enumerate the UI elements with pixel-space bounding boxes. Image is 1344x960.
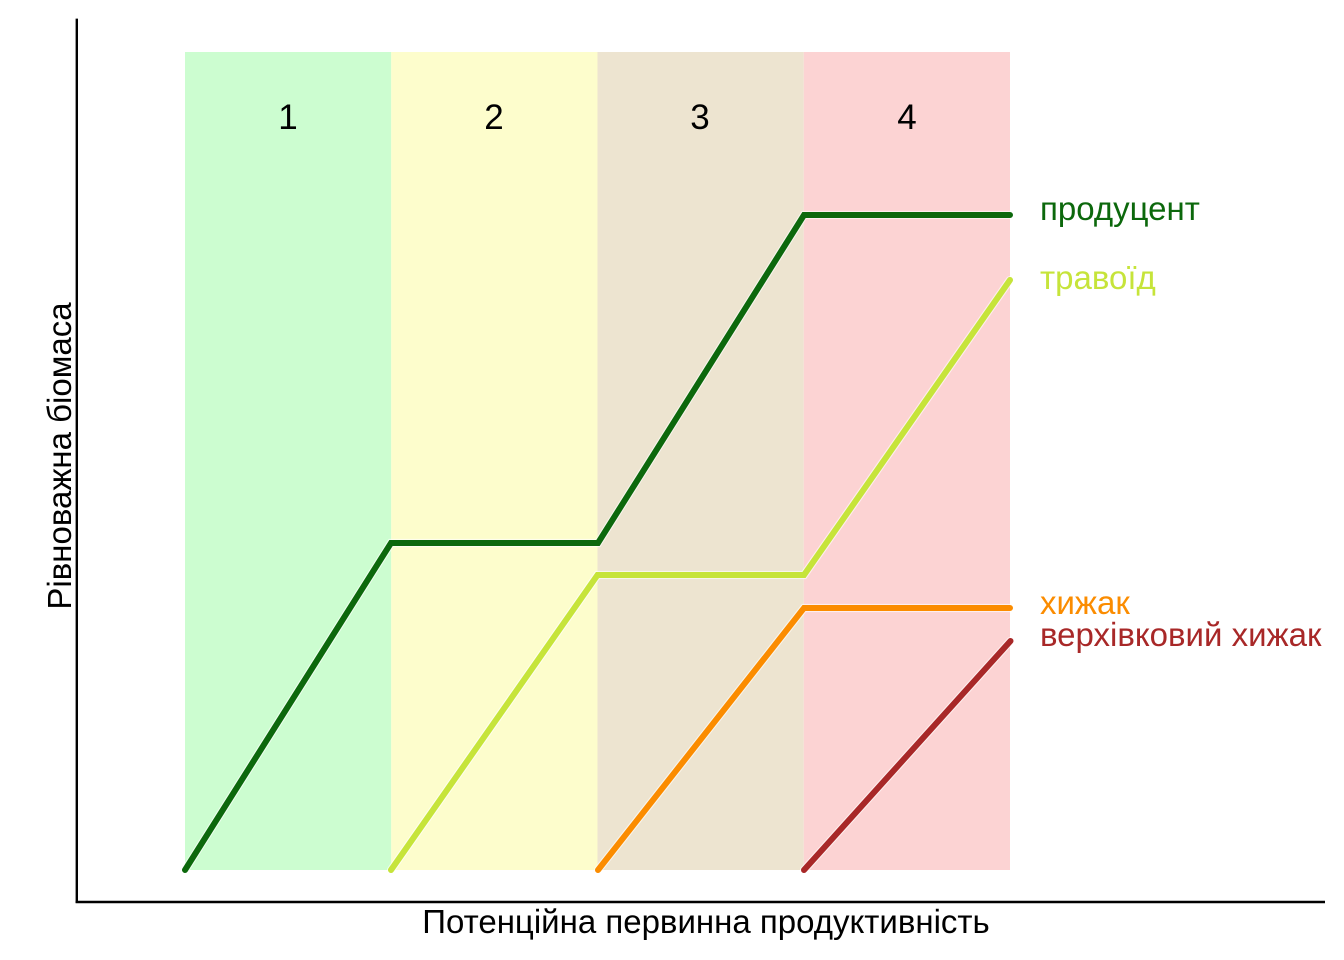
svg-text:травоїд: травоїд bbox=[1040, 259, 1156, 296]
svg-text:2: 2 bbox=[484, 98, 503, 137]
svg-text:1: 1 bbox=[278, 98, 297, 137]
svg-text:3: 3 bbox=[690, 98, 709, 137]
svg-text:хижак: хижак bbox=[1040, 584, 1130, 621]
svg-text:4: 4 bbox=[897, 98, 916, 137]
svg-text:Рівноважна біомаса: Рівноважна біомаса bbox=[41, 302, 78, 610]
svg-text:верхівковий хижак: верхівковий хижак bbox=[1040, 616, 1322, 653]
svg-text:продуцент: продуцент bbox=[1040, 190, 1200, 227]
svg-text:Потенційна первинна продуктивн: Потенційна первинна продуктивність bbox=[422, 903, 989, 940]
